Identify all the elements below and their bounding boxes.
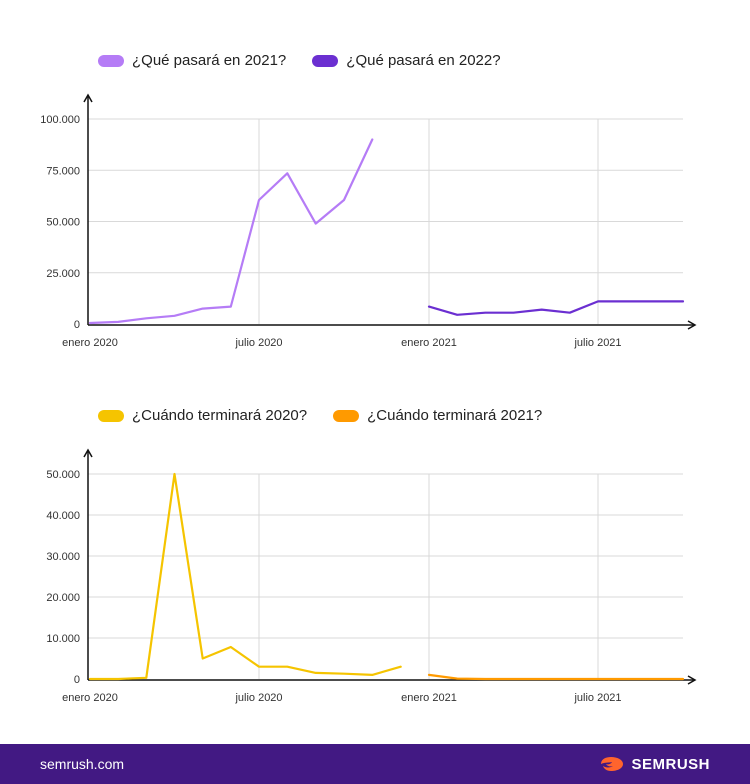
x-tick-label: enero 2021 [401,337,457,349]
brand-logo[interactable]: SEMRUSH [599,756,710,773]
y-tick-label: 50.000 [46,469,80,481]
x-tick-label: julio 2020 [234,337,282,349]
line-chart: 0 25.000 50.000 75.000 100.000 enero 2020 juli… [40,93,697,349]
y-tick-label: 0 [74,319,80,331]
series-line [427,300,685,316]
footer-url[interactable]: semrush.com [40,756,125,772]
y-tick-label: 10.000 [46,633,80,645]
x-tick-label: enero 2020 [62,692,118,704]
chart-legend: ¿Cuándo terminará 2020? ¿Cuándo terminar… [98,407,542,424]
series-line [427,673,685,681]
y-tick-label: 50.000 [46,217,80,229]
legend-label: ¿Qué pasará en 2021? [132,52,287,69]
y-tick-label: 100.000 [40,114,80,126]
brand-name: SEMRUSH [631,755,710,773]
footer-bar: semrush.com SEMRUSH [0,744,750,784]
x-tick-label: julio 2021 [573,692,621,704]
x-tick-label: enero 2021 [401,692,457,704]
chart-legend: ¿Qué pasará en 2021? ¿Qué pasará en 2022… [98,52,501,69]
legend-item-2021: ¿Cuándo terminará 2021? [333,407,542,424]
x-tick-label: enero 2020 [62,337,118,349]
legend-label: ¿Cuándo terminará 2020? [132,407,308,424]
chart-what-will-happen: ¿Qué pasará en 2021? ¿Qué pasará en 2022… [0,40,750,360]
x-axis-arrow [687,320,697,330]
legend-item-2020: ¿Cuándo terminará 2020? [98,407,307,424]
y-tick-label: 40.000 [46,510,80,522]
y-tick-label: 0 [74,674,80,686]
semrush-flame-icon [601,757,624,771]
line-chart: 0 10.000 20.000 30.000 40.000 50.000 enero 202… [46,448,697,704]
legend-item-2021: ¿Qué pasará en 2021? [98,52,286,69]
y-tick-label: 75.000 [46,165,80,177]
y-tick-label: 20.000 [46,592,80,604]
chart-when-will-it-end: ¿Cuándo terminará 2020? ¿Cuándo terminar… [0,395,750,715]
series-line [88,138,374,325]
legend-label: ¿Qué pasará en 2022? [346,52,501,69]
legend-swatch [312,54,339,67]
y-axis-arrow [83,448,93,458]
legend-label: ¿Cuándo terminará 2021? [367,407,543,424]
y-tick-label: 30.000 [46,551,80,563]
legend-swatch [98,54,124,67]
x-axis-arrow [687,675,697,685]
legend-swatch [333,409,360,422]
legend-swatch [98,409,124,422]
x-tick-label: julio 2020 [234,692,282,704]
y-tick-label: 25.000 [46,268,80,280]
x-tick-label: julio 2021 [573,337,621,349]
legend-item-2022: ¿Qué pasará en 2022? [312,52,501,69]
y-axis-arrow [83,93,93,103]
series-line [88,472,402,681]
